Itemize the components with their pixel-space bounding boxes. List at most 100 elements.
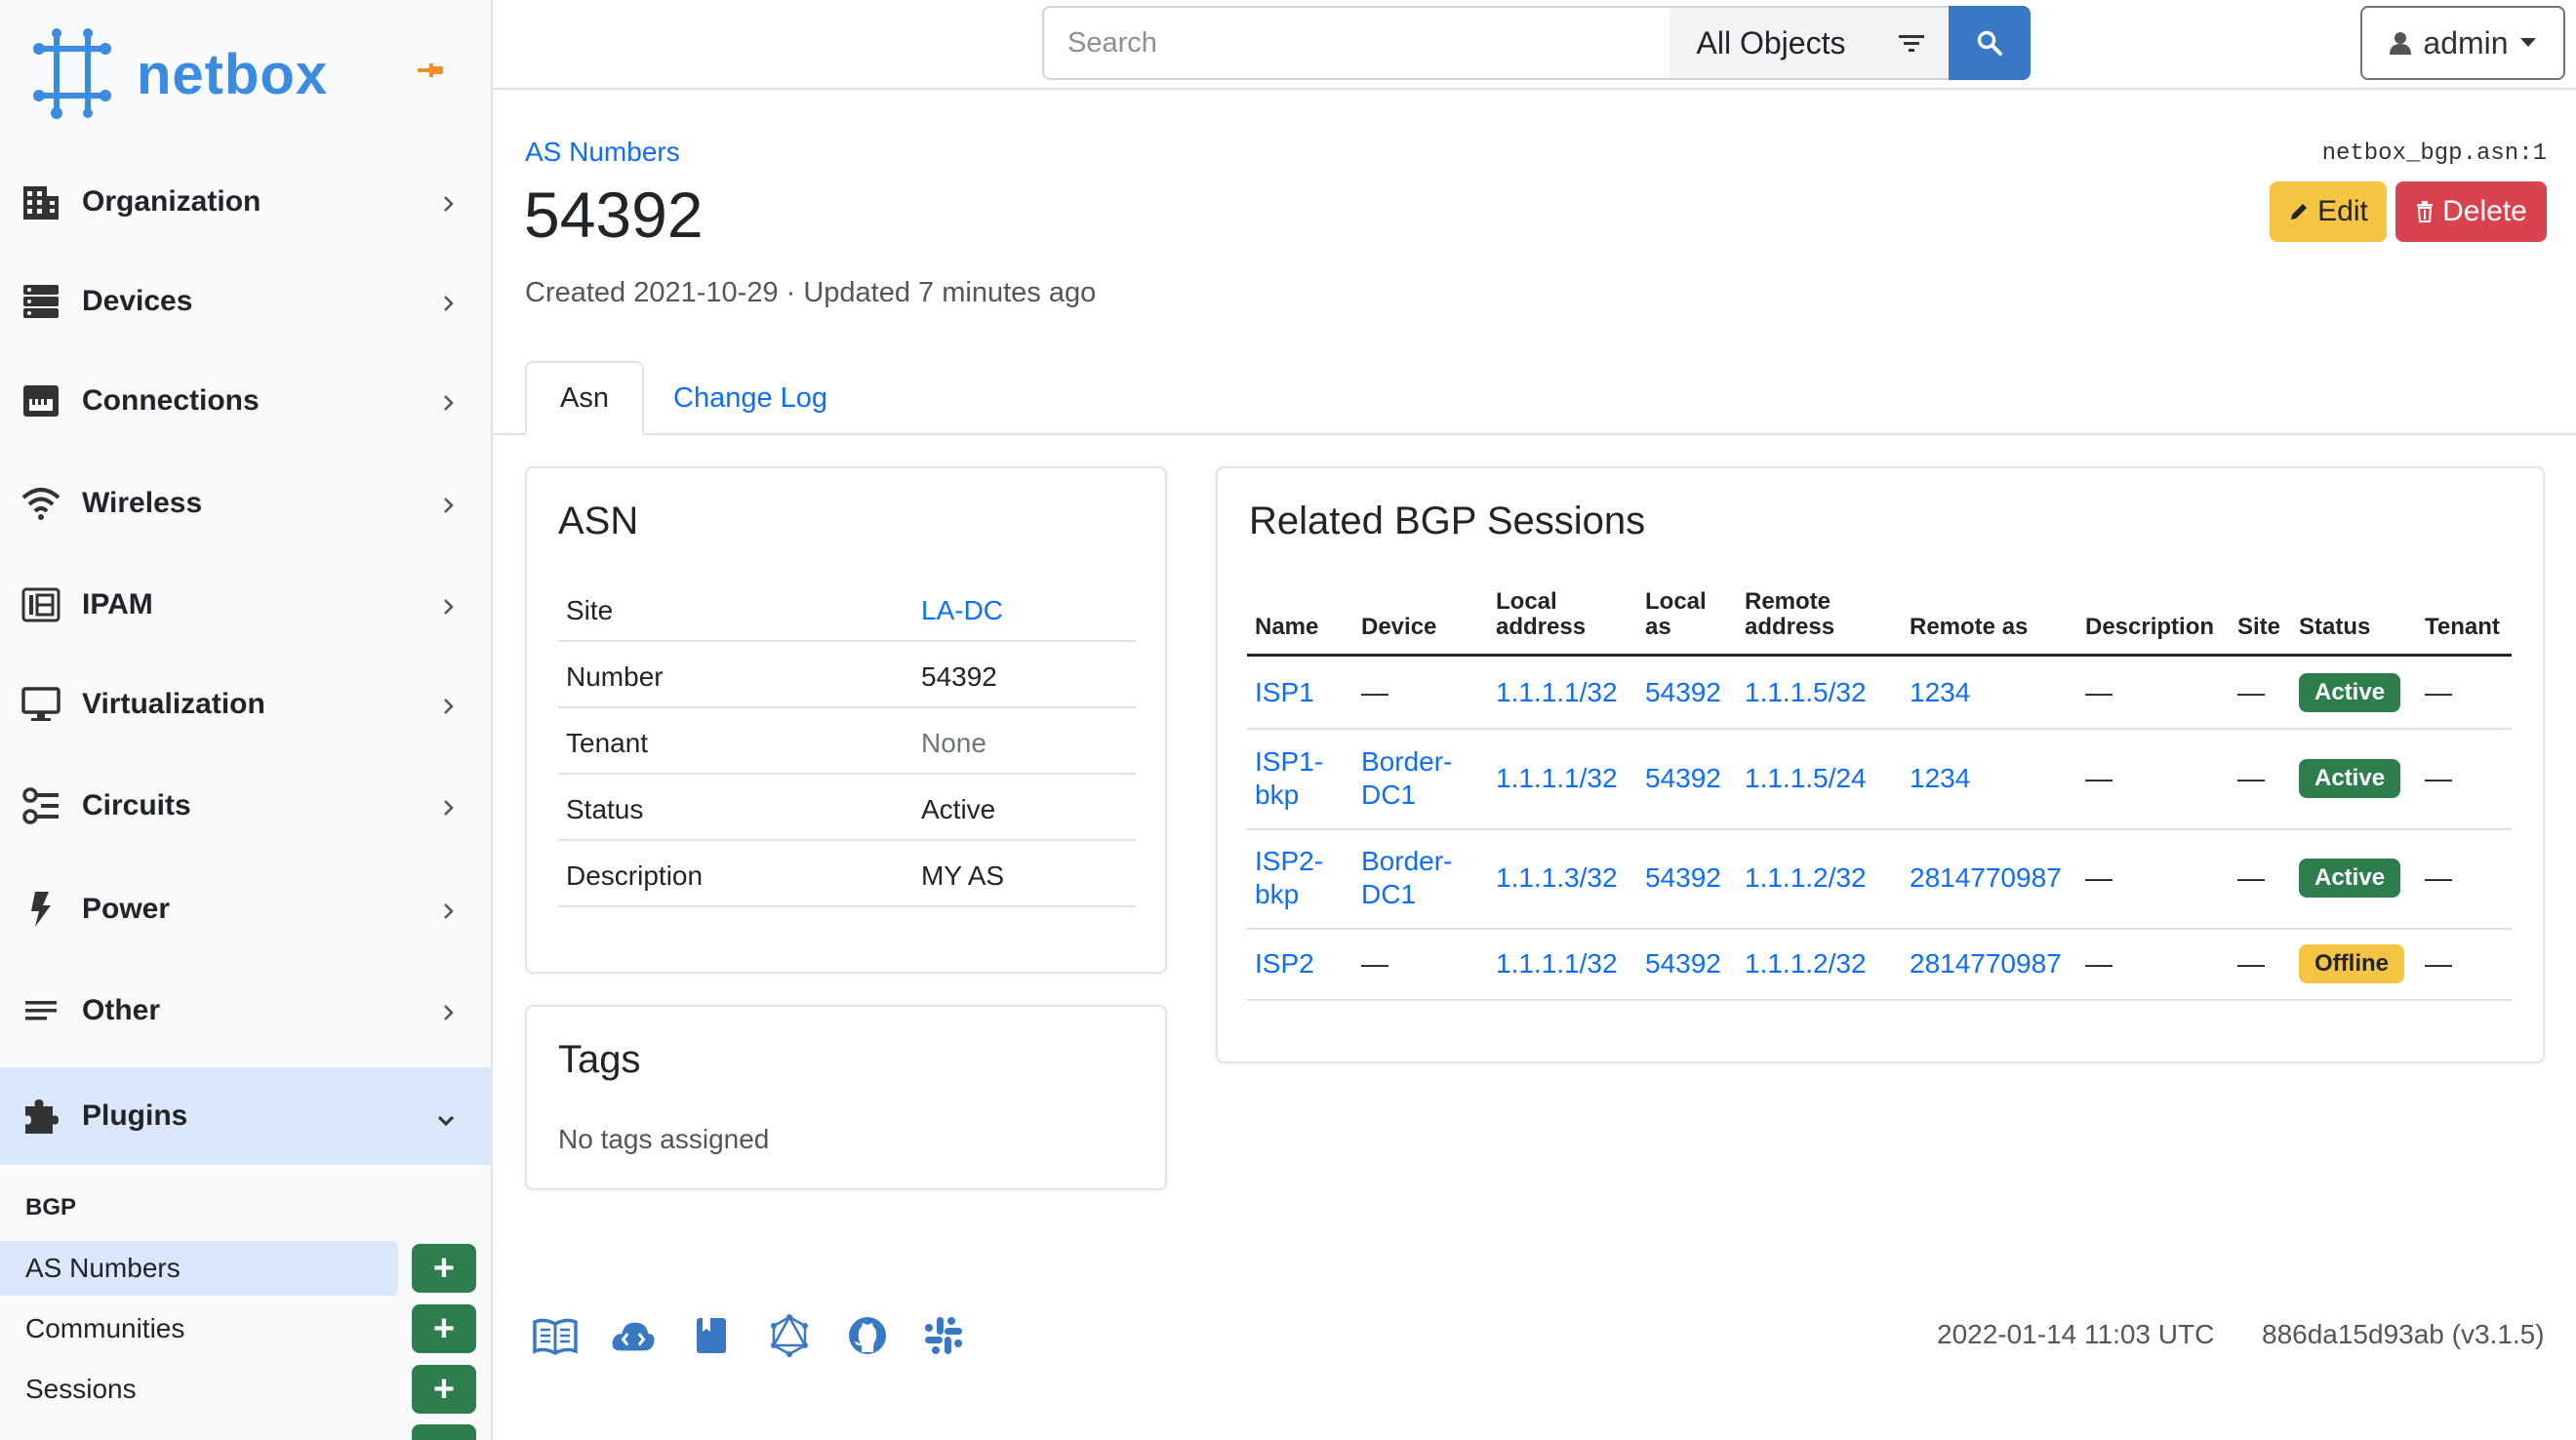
- cell-line: DC1: [1361, 879, 1417, 909]
- sidebar-item-ipam[interactable]: IPAM: [0, 556, 493, 654]
- plugin-item-sessions[interactable]: Sessions: [0, 1362, 398, 1417]
- tab-change-log-label: Change Log: [673, 381, 828, 414]
- graphql-icon[interactable]: [767, 1313, 812, 1358]
- session-local-as-link[interactable]: 54392: [1645, 862, 1721, 893]
- row-divider: [1247, 999, 2512, 1001]
- sidebar-item-wireless[interactable]: Wireless: [0, 455, 493, 552]
- search-filter-button[interactable]: [1872, 6, 1952, 80]
- session-name-link[interactable]: ISP2- bkp: [1255, 845, 1323, 911]
- created-updated-meta: Created 2021-10-29 · Updated 7 minutes a…: [525, 277, 1097, 308]
- asn-row-value-status: Active: [921, 794, 996, 824]
- session-remote-as-link[interactable]: 1234: [1910, 676, 1971, 707]
- sidebar-item-circuits[interactable]: Circuits: [0, 757, 493, 855]
- asn-card-title: ASN: [558, 500, 639, 542]
- plus-icon: +: [432, 1247, 456, 1289]
- sidebar-item-label: Wireless: [82, 487, 203, 519]
- plugin-section-label: BGP: [25, 1194, 77, 1220]
- session-local-address-link[interactable]: 1.1.1.3/32: [1496, 862, 1618, 893]
- tab-change-log[interactable]: Change Log: [640, 361, 861, 435]
- add-sessions-button[interactable]: +: [412, 1365, 476, 1414]
- sidebar-item-virtualization[interactable]: Virtualization: [0, 656, 493, 753]
- pin-icon[interactable]: [418, 60, 443, 85]
- plugin-item-as-numbers[interactable]: AS Numbers: [0, 1241, 398, 1296]
- asn-row-key: Tenant: [566, 728, 649, 758]
- session-remote-as-link[interactable]: 2814770987: [1910, 947, 2062, 979]
- chevron-right-icon: [444, 790, 454, 823]
- session-local-as-link[interactable]: 54392: [1645, 676, 1721, 707]
- session-local-as-link[interactable]: 54392: [1645, 947, 1721, 979]
- column-header-label: Remote as: [1910, 614, 2029, 640]
- user-menu-button[interactable]: admin: [2360, 6, 2565, 80]
- session-device-link[interactable]: Border- DC1: [1361, 845, 1452, 911]
- cell-line: bkp: [1255, 879, 1300, 909]
- cell-line: ISP1-: [1255, 745, 1324, 777]
- sidebar-item-label: Organization: [82, 185, 262, 218]
- breadcrumb-as-numbers[interactable]: AS Numbers: [525, 137, 680, 167]
- search-icon: [1977, 30, 2002, 56]
- slack-icon[interactable]: [921, 1313, 966, 1358]
- sidebar-item-organization[interactable]: Organization: [0, 153, 493, 251]
- sidebar-item-label: Devices: [82, 285, 193, 317]
- session-description: —: [2085, 947, 2113, 979]
- chevron-right-icon: [444, 286, 454, 319]
- session-remote-address-link[interactable]: 1.1.1.5/24: [1745, 762, 1867, 793]
- session-remote-address-link[interactable]: 1.1.1.5/32: [1745, 676, 1867, 707]
- sidebar-item-devices[interactable]: Devices: [0, 253, 493, 350]
- search-input[interactable]: [1042, 6, 1671, 80]
- brand-logo[interactable]: netbox: [25, 27, 328, 121]
- sidebar-item-plugins[interactable]: Plugins: [0, 1067, 493, 1165]
- plus-icon: +: [432, 1307, 456, 1349]
- api-icon[interactable]: [611, 1313, 656, 1358]
- session-device-link[interactable]: Border- DC1: [1361, 745, 1452, 812]
- session-local-as-link[interactable]: 54392: [1645, 762, 1721, 793]
- object-identifier: netbox_bgp.asn:1: [2321, 140, 2547, 167]
- chevron-right-icon: [444, 894, 454, 927]
- asn-card: ASN Site LA-DC Number 54392 Tenant None Status…: [525, 466, 1167, 974]
- add-communities-button[interactable]: +: [412, 1304, 476, 1353]
- search-scope-select[interactable]: All Objects: [1670, 6, 1874, 80]
- docs-icon[interactable]: [533, 1313, 578, 1358]
- asn-row-value-site[interactable]: LA-DC: [921, 595, 1004, 625]
- asn-row-number: Number 54392: [558, 642, 1136, 708]
- session-remote-address-link[interactable]: 1.1.1.2/32: [1745, 947, 1867, 979]
- session-tenant: —: [2425, 862, 2452, 893]
- sidebar-item-other[interactable]: Other: [0, 962, 493, 1060]
- session-local-address-link[interactable]: 1.1.1.1/32: [1496, 762, 1618, 793]
- column-header-name: Name: [1255, 615, 1318, 640]
- edit-label: Edit: [2317, 195, 2368, 227]
- trash-icon: [2417, 201, 2434, 222]
- github-icon[interactable]: [845, 1313, 890, 1358]
- session-remote-as-link[interactable]: 1234: [1910, 762, 1971, 793]
- status-badge: Offline: [2299, 943, 2404, 983]
- ipam-icon: [20, 583, 62, 626]
- session-name-link[interactable]: ISP2: [1255, 947, 1314, 979]
- session-description: —: [2085, 676, 2113, 707]
- asn-row-key: Site: [566, 595, 614, 625]
- session-name-link[interactable]: ISP1- bkp: [1255, 745, 1323, 812]
- chevron-right-icon: [444, 186, 454, 220]
- search-button[interactable]: [1949, 6, 2031, 80]
- tab-asn[interactable]: Asn: [525, 361, 644, 435]
- sidebar-item-power[interactable]: Power: [0, 860, 493, 958]
- sidebar: netbox Organization Devices Connections Wir…: [0, 0, 493, 1440]
- bookmark-icon[interactable]: [689, 1313, 734, 1358]
- session-remote-address-link[interactable]: 1.1.1.2/32: [1745, 862, 1867, 893]
- session-name-link[interactable]: ISP1: [1255, 676, 1314, 707]
- column-header-description: Description: [2085, 615, 2214, 640]
- delete-button[interactable]: Delete: [2395, 181, 2547, 242]
- session-local-address-link[interactable]: 1.1.1.1/32: [1496, 676, 1618, 707]
- add-as-numbers-button[interactable]: +: [412, 1244, 476, 1293]
- sidebar-item-connections[interactable]: Connections: [0, 352, 493, 450]
- sidebar-item-label: Virtualization: [82, 688, 265, 720]
- plugin-item-label: AS Numbers: [25, 1253, 181, 1283]
- chevron-right-icon: [444, 995, 454, 1028]
- session-tenant: —: [2425, 947, 2452, 979]
- session-local-address-link[interactable]: 1.1.1.1/32: [1496, 947, 1618, 979]
- edit-button[interactable]: Edit: [2270, 181, 2387, 242]
- session-remote-as-link[interactable]: 2814770987: [1910, 862, 2062, 893]
- column-header-label: Device: [1361, 614, 1437, 640]
- top-header: All Objects admin: [493, 0, 2576, 90]
- add-button-partial[interactable]: [412, 1424, 476, 1440]
- tags-card: Tags No tags assigned: [525, 1005, 1167, 1190]
- plugin-item-communities[interactable]: Communities: [0, 1301, 398, 1356]
